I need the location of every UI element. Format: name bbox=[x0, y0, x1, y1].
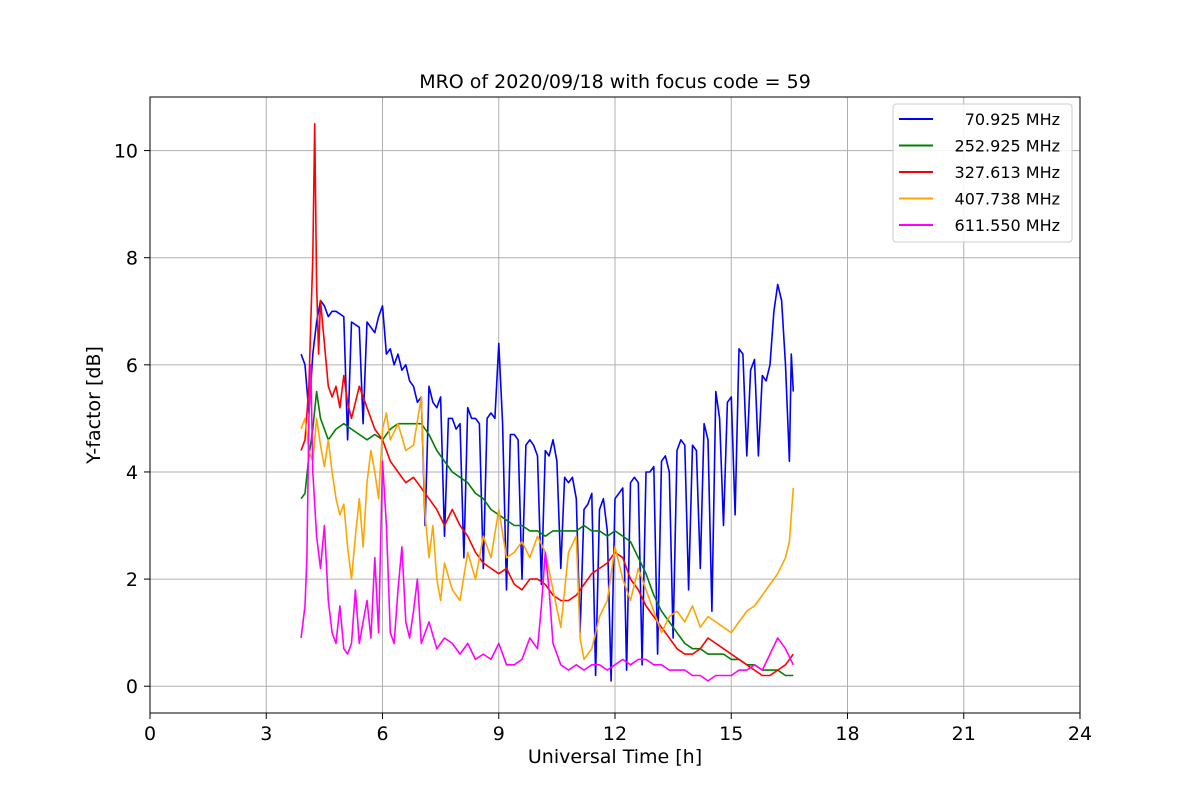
x-tick-label: 9 bbox=[493, 723, 505, 745]
series-line-0 bbox=[300, 283, 795, 682]
legend-label-0: 70.925 MHz bbox=[965, 110, 1060, 129]
y-tick-label: 4 bbox=[126, 462, 138, 484]
series-line-3 bbox=[300, 396, 795, 661]
x-tick-label: 15 bbox=[719, 723, 743, 745]
series-layer bbox=[300, 123, 795, 682]
y-tick-label: 6 bbox=[126, 355, 138, 377]
y-tick-label: 8 bbox=[126, 248, 138, 270]
legend: 70.925 MHz 252.925 MHz 327.613 MHz 407.738 … bbox=[892, 103, 1073, 243]
y-tick-label: 0 bbox=[126, 676, 138, 698]
x-tick-label: 21 bbox=[952, 723, 976, 745]
x-tick-label: 24 bbox=[1068, 723, 1092, 745]
legend-box bbox=[892, 103, 1073, 243]
x-ticks: 0 3 6 9 12 15 18 21 24 bbox=[144, 713, 1092, 745]
chart-title: MRO of 2020/09/18 with focus code = 59 bbox=[419, 71, 811, 93]
legend-label-1: 252.925 MHz bbox=[955, 137, 1060, 156]
x-axis-label: Universal Time [h] bbox=[528, 746, 702, 768]
y-tick-label: 10 bbox=[114, 141, 138, 163]
x-tick-label: 3 bbox=[260, 723, 272, 745]
series-line-2 bbox=[300, 123, 794, 677]
legend-label-4: 611.550 MHz bbox=[955, 216, 1060, 235]
legend-label-2: 327.613 MHz bbox=[955, 163, 1060, 182]
x-tick-label: 12 bbox=[603, 723, 627, 745]
x-tick-label: 18 bbox=[835, 723, 859, 745]
series-line-1 bbox=[300, 390, 794, 677]
y-axis-label: Y-factor [dB] bbox=[83, 346, 105, 465]
x-tick-label: 0 bbox=[144, 723, 156, 745]
y-ticks: 0 2 4 6 8 10 bbox=[114, 141, 150, 698]
legend-label-3: 407.738 MHz bbox=[955, 190, 1060, 209]
series-line-4 bbox=[300, 363, 795, 682]
x-tick-label: 6 bbox=[376, 723, 388, 745]
y-tick-label: 2 bbox=[126, 569, 138, 591]
